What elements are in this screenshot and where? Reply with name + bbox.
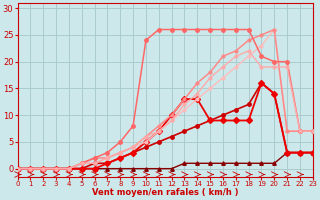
X-axis label: Vent moyen/en rafales ( km/h ): Vent moyen/en rafales ( km/h ) (92, 188, 238, 197)
